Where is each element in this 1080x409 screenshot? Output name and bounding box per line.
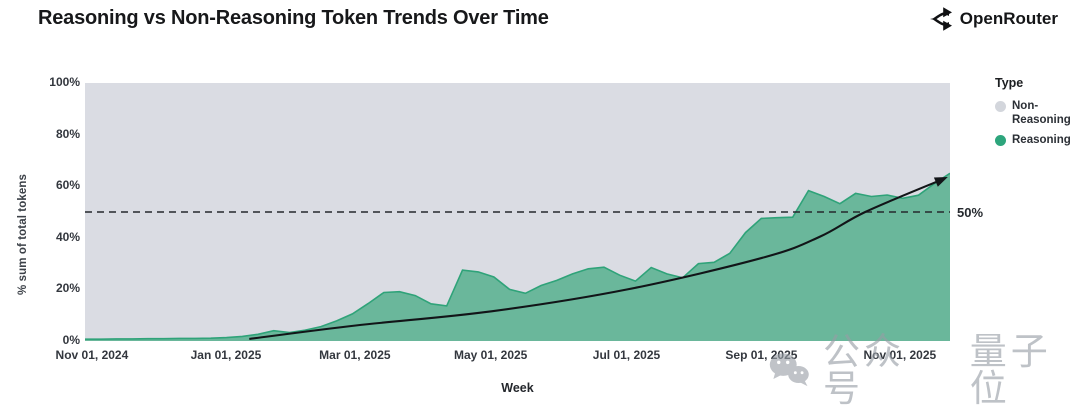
legend-item-reasoning[interactable]: Reasoning xyxy=(995,134,1077,148)
fifty-percent-annotation: 50% xyxy=(957,205,984,220)
reasoning-area xyxy=(85,173,950,341)
reasoning-area-edge xyxy=(85,172,950,341)
trend-line xyxy=(249,178,942,340)
x-tick-label: May 01, 2025 xyxy=(453,348,528,362)
y-tick-label: 80% xyxy=(55,126,80,141)
y-tick-label: 0% xyxy=(62,333,80,347)
y-tick-label: 60% xyxy=(55,178,80,193)
watermark: 公众号 量子位 xyxy=(768,333,1080,407)
openrouter-logo[interactable]: OpenRouter xyxy=(927,6,1058,32)
legend-item-non-reasoning[interactable]: Non-Reasoning xyxy=(995,100,1077,127)
watermark-text-right: 量子位 xyxy=(969,331,1052,409)
reasoning-swatch xyxy=(995,135,1006,147)
legend-label: Reasoning xyxy=(1012,134,1071,147)
x-tick-label: Jan 01, 2025 xyxy=(190,348,262,362)
x-tick-label: Nov 01, 2024 xyxy=(55,348,129,362)
trend-arrowhead xyxy=(933,177,948,187)
area-chart-plot xyxy=(85,83,950,341)
x-tick-label: Sep 01, 2025 xyxy=(725,348,798,362)
y-tick-label: 20% xyxy=(55,281,80,296)
y-axis-title: % sum of total tokens xyxy=(17,174,29,295)
legend-title: Type xyxy=(995,76,1024,90)
y-tick-label: 100% xyxy=(49,75,80,89)
x-tick-label: Jul 01, 2025 xyxy=(592,348,661,362)
openrouter-icon xyxy=(929,7,952,31)
watermark-text-left: 公众号 xyxy=(823,331,906,409)
y-tick-label: 40% xyxy=(55,229,80,244)
x-tick-label: Mar 01, 2025 xyxy=(319,348,391,362)
x-tick-label: Nov 01, 2025 xyxy=(863,348,937,362)
chart-legend: Type Non-Reasoning Reasoning xyxy=(995,76,1077,155)
brand-name: OpenRouter xyxy=(959,9,1058,28)
x-axis-title: Week xyxy=(501,381,534,395)
legend-label: Non-Reasoning xyxy=(1012,100,1071,126)
non-reasoning-swatch xyxy=(995,101,1006,112)
page-title: Reasoning vs Non-Reasoning Token Trends … xyxy=(38,7,549,29)
